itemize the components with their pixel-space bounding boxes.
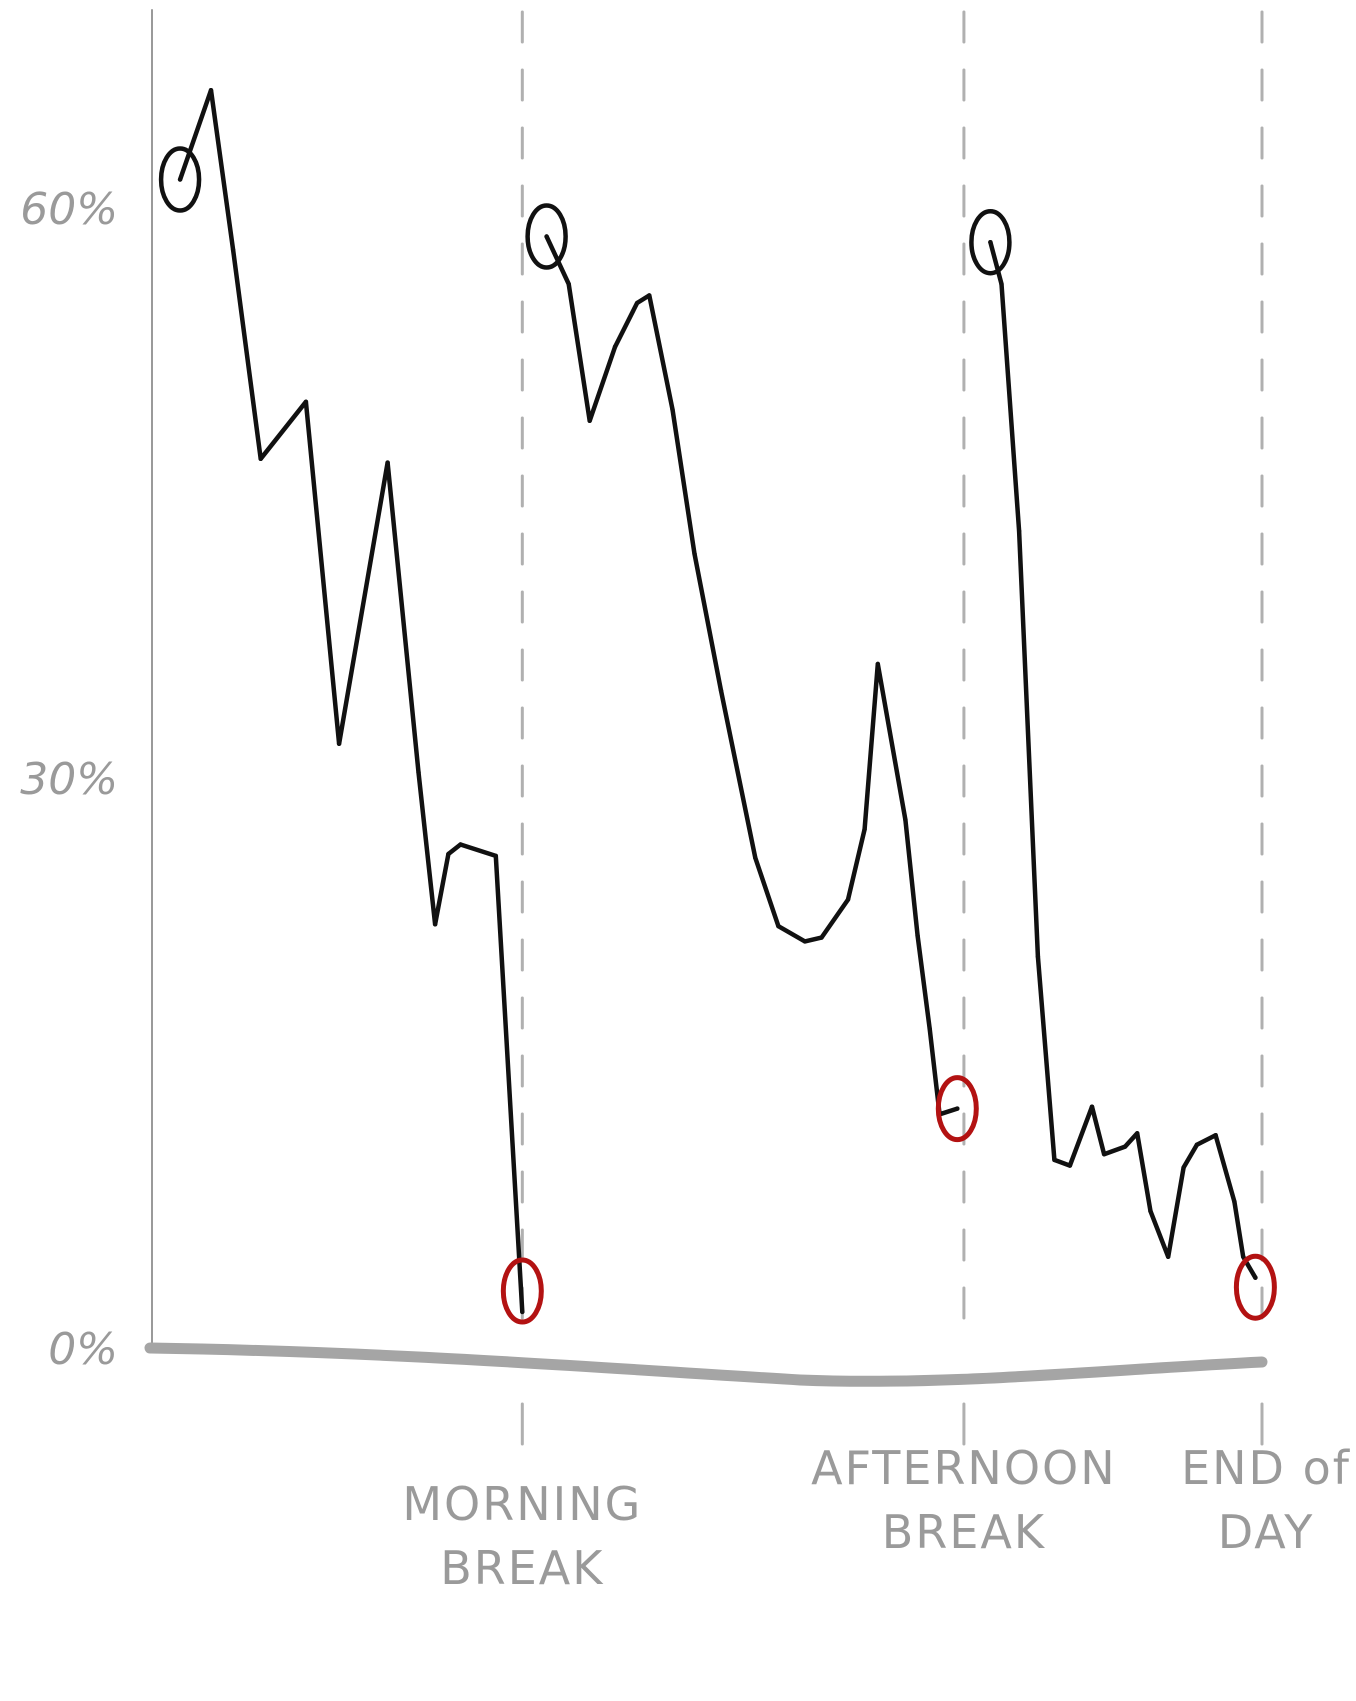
end-marker [500,1257,544,1325]
data-point [903,817,908,822]
data-point [1213,1133,1218,1138]
data-point [1052,1157,1057,1163]
break-dividers [520,10,1264,1446]
data-points [177,88,1258,1315]
data-point [432,922,438,927]
data-point [1101,1152,1107,1157]
break-label: AFTERNOON [811,1441,1116,1495]
data-point [999,281,1004,287]
data-point [875,661,881,667]
data-point [1165,1254,1171,1260]
y-tick-labels: 60% 30% 0% [20,184,118,1375]
data-point [802,939,808,944]
data-point [1245,1262,1250,1267]
data-point [385,460,390,465]
data-point [177,177,183,182]
start-marker [969,208,1012,276]
data-point [862,827,867,832]
data-point [258,456,263,461]
data-point [1194,1142,1200,1147]
data-point [955,1106,960,1111]
data-point [647,293,652,298]
end-marker [935,1075,979,1143]
data-point [587,418,592,423]
x-axis-baseline [144,1342,1268,1387]
end-marker [1233,1253,1277,1321]
data-point [566,281,571,287]
y-tick-label: 30% [20,754,118,805]
series-line-1 [177,87,525,1315]
data-point [1181,1165,1186,1170]
data-point [819,935,824,940]
data-point [336,741,342,746]
break-label: BREAK [882,1505,1046,1559]
data-point [718,688,724,693]
data-point [753,855,758,860]
data-point [416,770,421,775]
data-point [1089,1104,1095,1109]
data-point [634,300,640,306]
data-point [1067,1163,1073,1168]
data-point [988,240,993,245]
data-point [446,851,451,857]
data-point [1253,1275,1258,1280]
break-label: END of [1181,1441,1351,1495]
data-point [1016,528,1022,534]
data-point [927,1026,932,1032]
data-point [670,407,675,412]
data-point [230,247,236,252]
break-label: BREAK [440,1541,604,1595]
data-point [612,344,618,349]
data-point [208,88,214,93]
series-line-3 [988,239,1258,1280]
data-point [1122,1144,1128,1149]
break-labels: MORNING BREAK AFTERNOON BREAK END of DAY [402,1441,1351,1595]
axes [144,9,1268,1387]
data-point [776,924,781,929]
segment-markers [158,146,1277,1325]
y-tick-label: 60% [20,184,118,235]
break-label: DAY [1218,1505,1315,1559]
data-point [1135,1131,1140,1136]
data-point [544,234,549,239]
data-point [915,933,920,938]
break-label: MORNING [402,1477,642,1531]
start-marker [525,203,568,270]
series-line-2 [544,234,960,1117]
y-tick-label: 0% [48,1324,118,1375]
data-point [1232,1199,1237,1204]
data-point [520,1309,525,1315]
start-marker [158,146,202,213]
data-point [493,853,499,859]
data-point [1035,954,1041,959]
data-point [458,842,463,847]
data-point [845,897,851,902]
data-point [303,399,309,404]
data-point [1148,1209,1153,1214]
data-point [1241,1254,1246,1260]
series-lines [177,87,1258,1315]
data-point [692,551,697,556]
